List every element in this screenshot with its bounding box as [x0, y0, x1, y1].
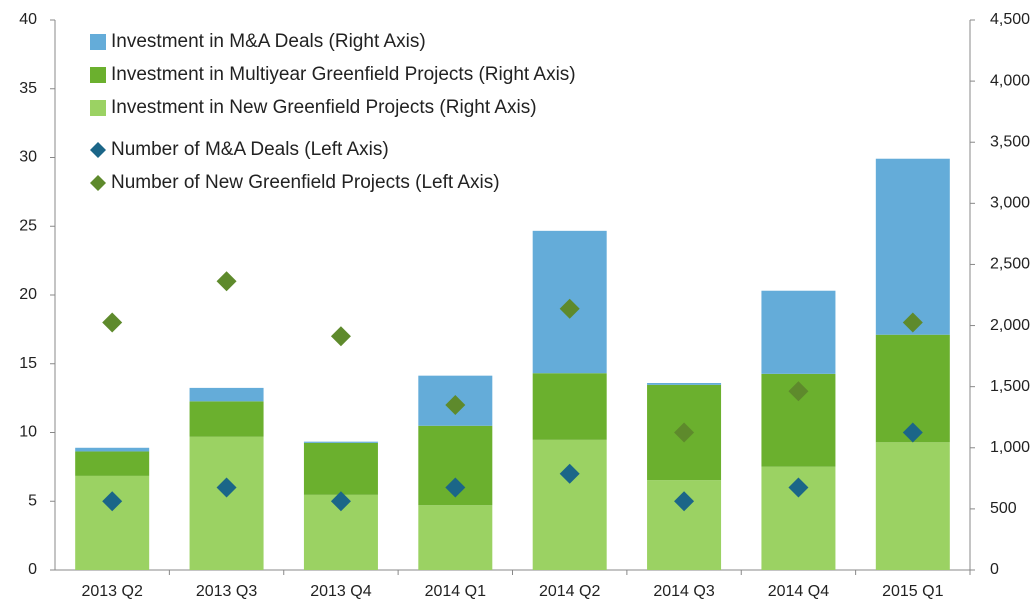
diamond-marker — [330, 491, 351, 512]
diamond-marker — [445, 477, 466, 498]
y-tick-label: 40 — [19, 11, 37, 28]
y-tick-label: 5 — [28, 492, 37, 509]
diamond-marker — [902, 312, 923, 333]
y2-tick-label: 2,500 — [990, 256, 1030, 273]
bar-segment — [75, 475, 150, 570]
legend-label: Number of New Greenfield Projects (Left … — [111, 172, 500, 193]
x-tick-label: 2015 Q1 — [882, 583, 943, 600]
bar-segment — [189, 436, 264, 570]
bar-segment — [75, 447, 150, 452]
legend-swatch — [90, 100, 106, 116]
bar-segment — [189, 387, 264, 402]
x-tick-label: 2013 Q4 — [310, 583, 371, 600]
bar-segment — [75, 451, 150, 476]
bar-segment — [647, 383, 722, 385]
bar-segment — [189, 401, 264, 437]
y-tick-label: 15 — [19, 355, 37, 372]
y2-tick-label: 1,500 — [990, 378, 1030, 395]
diamond-marker — [102, 312, 123, 333]
bar-segment — [303, 441, 378, 443]
bar-segment — [761, 290, 836, 374]
diamond-marker — [216, 271, 237, 292]
bar-segment — [418, 505, 493, 570]
diamond-marker — [445, 395, 466, 415]
y2-tick-label: 3,500 — [990, 133, 1030, 150]
diamond-marker — [674, 422, 695, 443]
bar-segment — [303, 442, 378, 495]
y2-tick-label: 3,000 — [990, 195, 1030, 212]
diamond-marker — [216, 477, 237, 498]
x-tick-label: 2014 Q1 — [425, 583, 486, 600]
x-tick-label: 2014 Q3 — [653, 583, 714, 600]
y2-tick-label: 500 — [990, 500, 1017, 517]
y2-tick-label: 4,500 — [990, 11, 1030, 28]
legend-label: Investment in New Greenfield Projects (R… — [111, 97, 537, 118]
y2-tick-label: 1,000 — [990, 439, 1030, 456]
x-tick-label: 2014 Q4 — [768, 583, 829, 600]
x-tick-label: 2013 Q3 — [196, 583, 257, 600]
diamond-marker — [674, 491, 695, 512]
legend-label: Investment in M&A Deals (Right Axis) — [111, 31, 426, 52]
y2-tick-label: 2,000 — [990, 317, 1030, 334]
y-tick-label: 35 — [19, 80, 37, 97]
y-tick-label: 10 — [19, 424, 37, 441]
diamond-marker — [788, 477, 809, 498]
bar-segment — [875, 442, 950, 570]
bar-segment — [532, 439, 607, 570]
legend-swatch — [90, 34, 106, 50]
legend-label: Investment in Multiyear Greenfield Proje… — [111, 64, 576, 85]
bar-segment — [532, 373, 607, 440]
x-tick-label: 2014 Q2 — [539, 583, 600, 600]
diamond-marker — [788, 381, 809, 402]
legend-marker — [90, 175, 106, 191]
y-tick-label: 0 — [28, 561, 37, 578]
x-tick-label: 2013 Q2 — [81, 583, 142, 600]
diamond-marker — [102, 491, 123, 512]
diamond-marker — [330, 326, 351, 347]
legend-marker — [90, 142, 106, 158]
diamond-marker — [559, 463, 580, 484]
legend-label: Number of M&A Deals (Left Axis) — [111, 139, 389, 160]
y-tick-label: 30 — [19, 149, 37, 166]
y2-tick-label: 0 — [990, 561, 999, 578]
bar-segment — [875, 158, 950, 335]
y2-tick-label: 4,000 — [990, 72, 1030, 89]
y-tick-label: 20 — [19, 286, 37, 303]
y-tick-label: 25 — [19, 217, 37, 234]
diamond-marker — [559, 298, 580, 319]
legend-swatch — [90, 67, 106, 83]
diamond-marker — [902, 422, 923, 443]
